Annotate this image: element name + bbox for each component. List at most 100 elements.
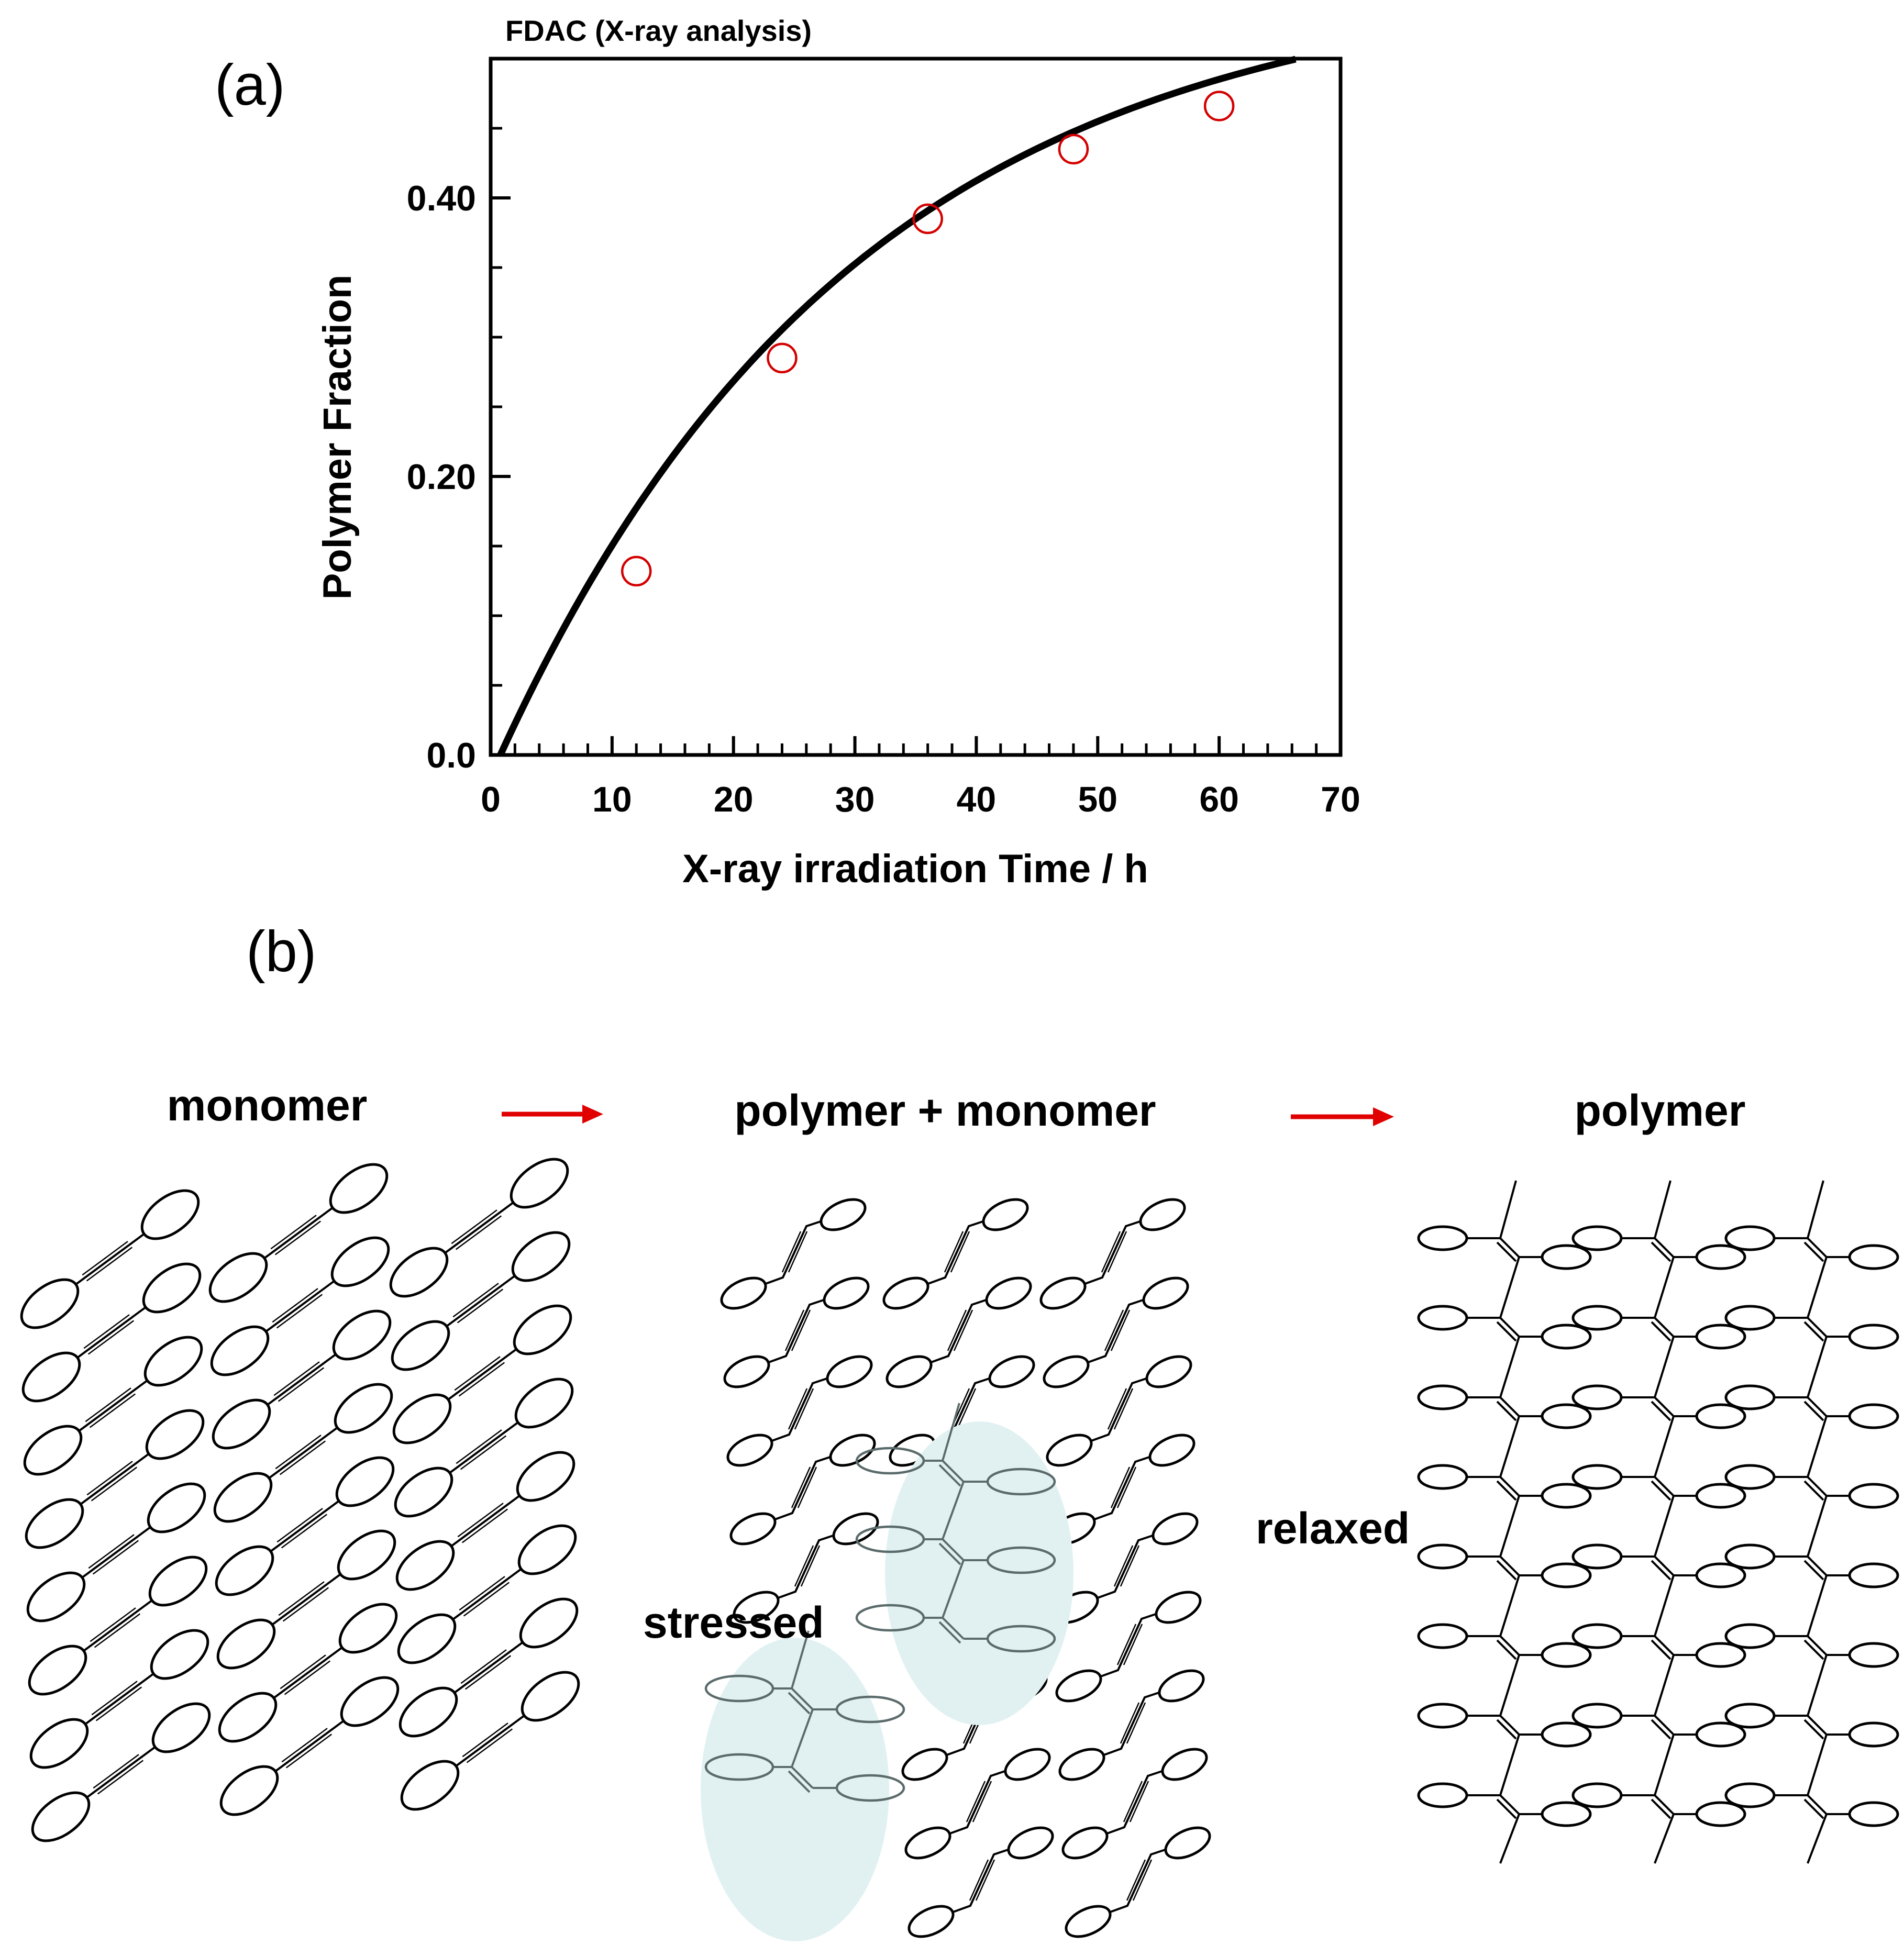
triple-bond: [303, 1514, 328, 1532]
double-bond: [1496, 1241, 1517, 1262]
triple-bond: [84, 1260, 109, 1279]
monomer-molecule: [1065, 1826, 1211, 1938]
ring-ellipse: [986, 1625, 1056, 1653]
monomer-molecule: [213, 1383, 393, 1523]
ring-ellipse: [25, 1498, 84, 1549]
triple-bond: [107, 1317, 132, 1336]
triple-bond: [477, 1215, 502, 1234]
triple-bond: [478, 1359, 503, 1378]
ring-ellipse: [330, 1236, 390, 1287]
triple-bond: [304, 1587, 329, 1606]
ring-ellipse: [1571, 1305, 1623, 1331]
ring-ellipse: [29, 1718, 89, 1769]
chain-bond: [1499, 1654, 1520, 1716]
double-bond: [1803, 1798, 1824, 1819]
ring-ellipse: [1695, 1403, 1746, 1429]
double-bond: [788, 1770, 811, 1793]
double-bond: [1496, 1798, 1517, 1819]
triple-bond: [464, 1671, 490, 1690]
ring-ellipse: [1007, 1826, 1054, 1860]
ring-ellipse: [882, 1276, 929, 1310]
double-bond: [1654, 1237, 1675, 1258]
triple-bond: [303, 1728, 328, 1747]
triple-bond: [89, 1409, 114, 1428]
triple-bond: [1132, 1859, 1153, 1901]
double-bond: [938, 1621, 961, 1644]
triple-bond: [90, 1553, 115, 1572]
ring-ellipse: [337, 1529, 396, 1581]
ring-ellipse: [826, 1355, 873, 1388]
ring-ellipse: [140, 1189, 200, 1240]
ring-ellipse: [1848, 1642, 1899, 1668]
triple-bond: [280, 1670, 305, 1690]
chain-bond: [1807, 1416, 1828, 1477]
triple-bond: [1123, 1624, 1143, 1665]
triple-bond: [1129, 1859, 1149, 1901]
double-bond: [1654, 1476, 1675, 1497]
triple-bond: [114, 1540, 139, 1559]
triple-bond: [272, 1233, 297, 1252]
ring-ellipse: [1695, 1483, 1746, 1509]
double-bond: [791, 1687, 814, 1710]
triple-bond: [458, 1448, 483, 1467]
triple-bond: [299, 1437, 324, 1457]
double-bond: [1499, 1555, 1520, 1576]
ring-ellipse: [1417, 1623, 1468, 1649]
triple-bond: [279, 1457, 304, 1475]
triple-bond: [956, 1388, 977, 1430]
monomer-molecule: [1055, 1591, 1202, 1703]
double-bond: [1654, 1396, 1675, 1417]
y-tick-label: 0.20: [407, 457, 476, 497]
monomer-molecule: [392, 1304, 572, 1444]
monomer-lattice: [20, 1158, 580, 1842]
double-bond: [1651, 1241, 1671, 1262]
double-bond: [938, 1542, 961, 1565]
double-bond: [1651, 1639, 1671, 1660]
monomer-molecule: [398, 1597, 579, 1738]
triple-bond: [456, 1445, 481, 1464]
ring-ellipse: [1061, 1826, 1109, 1860]
ring-ellipse: [1541, 1721, 1592, 1748]
triple-bond: [1123, 1781, 1143, 1822]
double-bond: [1496, 1719, 1517, 1740]
triple-bond: [110, 1534, 135, 1553]
ring-ellipse: [213, 1472, 273, 1523]
ring-ellipse: [904, 1826, 951, 1860]
panel-label-b: (b): [246, 919, 316, 984]
triple-bond: [105, 1314, 130, 1333]
triple-bond: [113, 1681, 138, 1699]
double-bond: [1807, 1476, 1828, 1497]
double-bond: [1499, 1317, 1520, 1338]
ring-ellipse: [1724, 1305, 1776, 1331]
x-tick-label: 10: [592, 780, 632, 819]
triple-bond: [483, 1579, 507, 1598]
ring-ellipse: [1541, 1562, 1592, 1588]
triple-bond: [300, 1581, 325, 1600]
ring-ellipse: [986, 1546, 1056, 1574]
chain-bond: [1499, 1257, 1520, 1318]
triple-bond: [306, 1660, 331, 1679]
polymer-chain: [1571, 1180, 1746, 1864]
double-bond: [1499, 1794, 1520, 1815]
ring-ellipse: [1848, 1244, 1899, 1270]
triple-bond: [1113, 1388, 1134, 1430]
triple-bond: [296, 1291, 320, 1310]
monomer-molecule: [215, 1456, 395, 1596]
triple-bond: [455, 1302, 480, 1320]
monomer-molecule: [885, 1276, 1032, 1388]
ring-ellipse: [988, 1355, 1035, 1388]
monomer-molecule: [218, 1603, 398, 1743]
x-tick-label: 40: [957, 780, 997, 819]
monomer-molecule: [391, 1231, 571, 1371]
ring-ellipse: [1724, 1464, 1776, 1490]
ring-ellipse: [985, 1276, 1032, 1310]
ring-ellipse: [1417, 1543, 1468, 1570]
triple-bond: [461, 1595, 486, 1614]
monomer-molecule: [21, 1262, 202, 1403]
triple-bond: [302, 1584, 327, 1603]
triple-bond: [117, 1757, 141, 1776]
chain-bond: [1499, 1495, 1520, 1557]
x-tick-label: 30: [835, 780, 875, 819]
ring-ellipse: [733, 1591, 780, 1624]
triple-bond: [86, 1263, 111, 1282]
